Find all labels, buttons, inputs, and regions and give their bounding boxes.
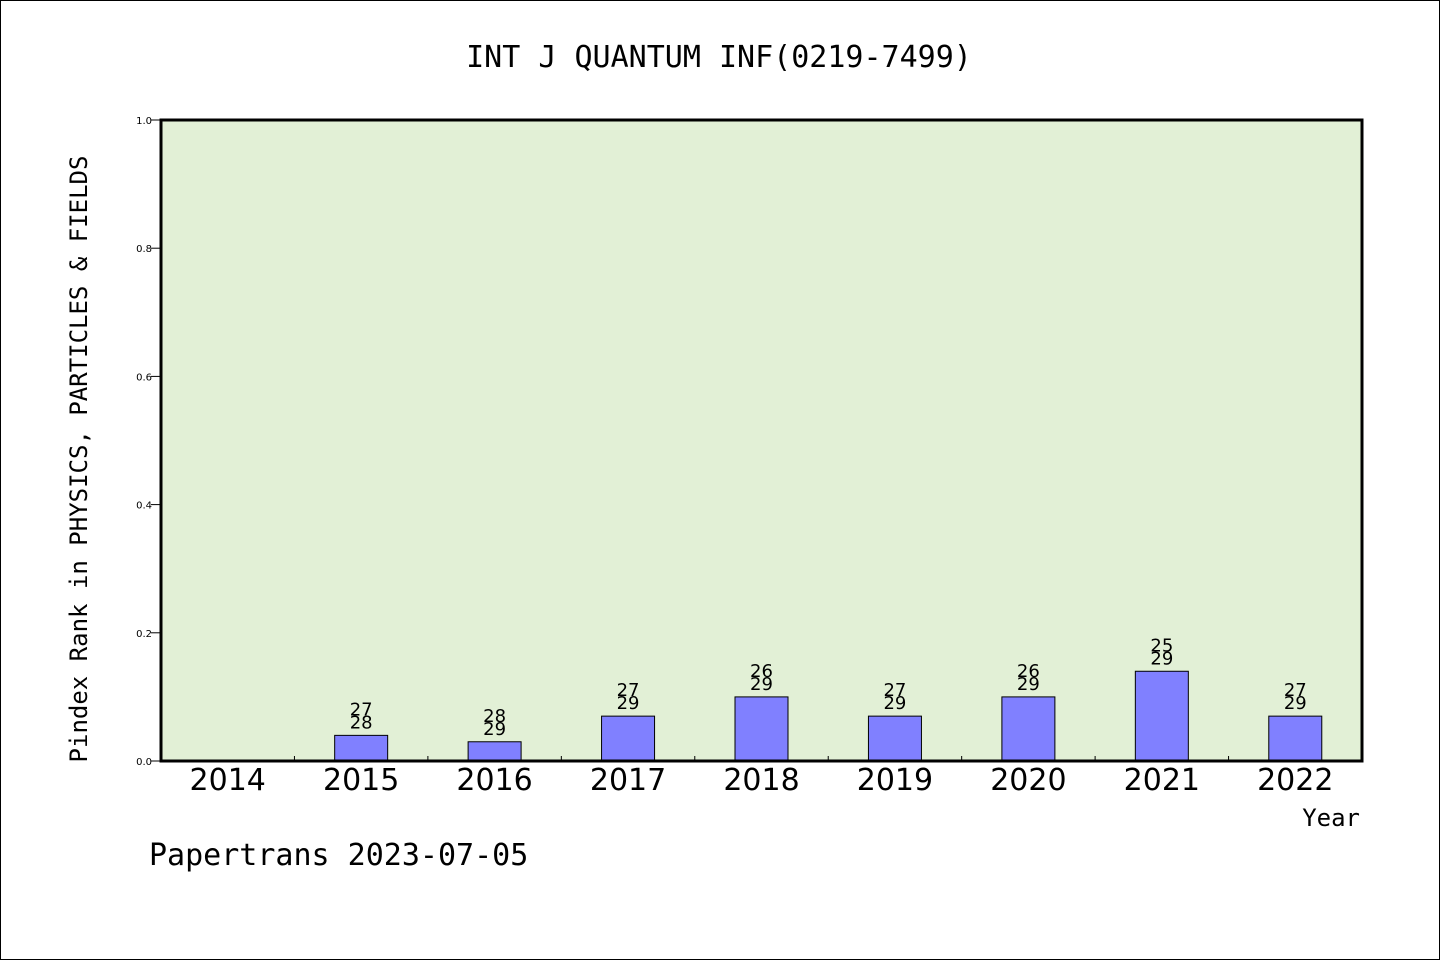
x-axis: 2014 2015 2016 2017 2018 2019 2020 2021 2022 [190,756,1333,798]
x-tick-label: 2022 [1257,763,1333,798]
x-tick-label: 2019 [857,763,933,798]
bar-label-bottom: 29 [883,693,906,714]
y-tick-label: 0.6 [136,372,152,383]
bar-label-bottom: 29 [1150,648,1173,669]
bar-label-bottom: 29 [617,693,640,714]
x-tick-label: 2015 [323,763,399,798]
y-tick-label: 0.0 [136,757,152,768]
bar-label-bottom: 29 [1017,674,1040,695]
footer-text: Papertrans 2023-07-05 [149,838,528,873]
y-axis-label: Pindex Rank in PHYSICS, PARTICLES & FIEL… [65,156,93,763]
bar [334,734,389,762]
x-tick-label: 2017 [590,763,666,798]
bar [867,715,922,762]
x-tick-label: 2018 [723,763,799,798]
bar-label-top: 25 [1150,635,1173,656]
bar [467,741,522,762]
plot-border [159,118,1364,763]
bar [1134,670,1189,762]
bar-label-top: 27 [1284,680,1307,701]
bar-label-bottom: 29 [1284,693,1307,714]
y-tick-label: 0.4 [136,501,152,512]
bar-label-top: 26 [750,661,773,682]
bar [734,696,789,762]
bar-label-top: 27 [883,680,906,701]
bar-label-bottom: 29 [750,674,773,695]
x-tick-label: 2020 [990,763,1066,798]
x-axis-label: Year [1302,804,1360,832]
bar-label-bottom: 28 [350,712,373,733]
bar-label-bottom: 29 [483,719,506,740]
x-tick-label: 2014 [190,763,266,798]
bar-label-top: 27 [617,680,640,701]
bar [1268,715,1323,762]
y-axis: 0.0 0.2 0.4 0.6 0.8 1.0 [136,116,161,768]
x-tick-label: 2016 [456,763,532,798]
bar [601,715,656,762]
y-tick-label: 0.2 [136,629,152,640]
bar-label-top: 26 [1017,661,1040,682]
x-tick-label: 2021 [1124,763,1200,798]
bar [1001,696,1056,762]
y-tick-label: 1.0 [136,116,152,127]
chart-title: INT J QUANTUM INF(0219-7499) [466,40,972,75]
plot-area [161,120,1362,761]
y-tick-label: 0.8 [136,244,152,255]
bar-label-top: 27 [350,699,373,720]
bar-label-top: 28 [483,706,506,727]
